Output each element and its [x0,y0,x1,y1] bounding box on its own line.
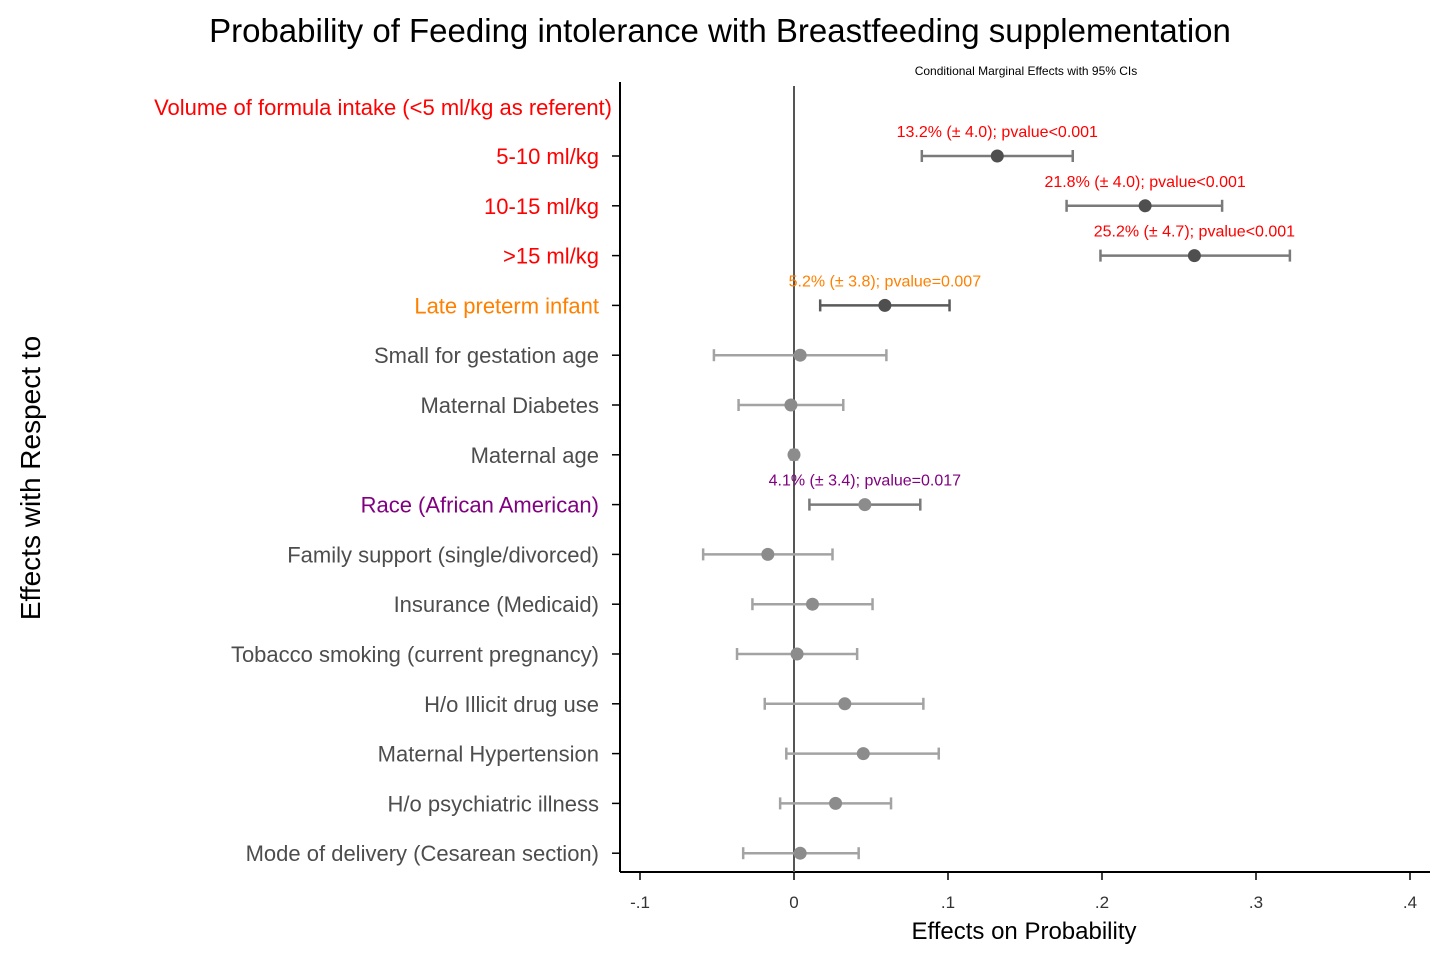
plot-axes: -.1 0 .1 .2 .3 .4 [612,82,1430,912]
row-label: 5-10 ml/kg [496,144,599,169]
x-tick-label: -.1 [630,893,650,912]
row-label: Race (African American) [361,493,599,518]
x-axis-label: Effects on Probability [911,918,1136,945]
point-estimate [805,597,819,611]
row-label: H/o psychiatric illness [387,791,599,816]
group-header-label: Volume of formula intake (<5 ml/kg as re… [154,95,612,120]
row-label: Family support (single/divorced) [287,542,599,567]
x-tick-label: 0 [789,893,798,912]
point-estimate [1187,249,1201,263]
point-estimate [790,647,804,661]
x-tick-label: .4 [1403,893,1417,912]
data-annotation: 13.2% (± 4.0); pvalue<0.001 [897,124,1098,141]
chart-title: Probability of Feeding intolerance with … [209,12,1231,49]
data-annotation: 4.1% (± 3.4); pvalue=0.017 [769,473,962,490]
row-label: 10-15 ml/kg [484,194,599,219]
point-estimate [856,747,870,761]
point-estimate [990,149,1004,163]
plot-marks: 13.2% (± 4.0); pvalue<0.001 21.8% (± 4.0)… [701,124,1295,860]
point-estimate [858,498,872,512]
row-label: Maternal Diabetes [420,393,599,418]
row-label: Small for gestation age [374,343,599,368]
point-estimate [793,846,807,860]
data-annotation: 25.2% (± 4.7); pvalue<0.001 [1094,224,1295,241]
point-estimate [787,448,801,462]
y-axis-label: Effects with Respect to [15,336,46,620]
chart-subtitle: Conditional Marginal Effects with 95% CI… [914,64,1138,78]
point-estimate [1138,199,1152,213]
row-label: H/o Illicit drug use [424,692,599,717]
x-tick-label: .3 [1249,893,1263,912]
row-label: Mode of delivery (Cesarean section) [246,841,599,866]
point-estimate [784,398,798,412]
data-annotation: 21.8% (± 4.0); pvalue<0.001 [1044,174,1245,191]
data-annotation: 5.2% (± 3.8); pvalue=0.007 [789,273,982,290]
row-label: Tobacco smoking (current pregnancy) [231,642,599,667]
point-estimate [829,796,843,810]
row-label: Maternal Hypertension [378,742,599,767]
point-estimate [838,697,852,711]
point-estimate [761,547,775,561]
x-tick-label: .1 [941,893,955,912]
row-label: Maternal age [471,443,599,468]
point-estimate [878,298,892,312]
point-estimate [793,348,807,362]
row-label: Late preterm infant [414,293,599,318]
x-tick-label: .2 [1095,893,1109,912]
row-label: >15 ml/kg [503,244,599,269]
row-label: Insurance (Medicaid) [394,592,599,617]
row-labels: Volume of formula intake (<5 ml/kg as re… [154,95,612,866]
